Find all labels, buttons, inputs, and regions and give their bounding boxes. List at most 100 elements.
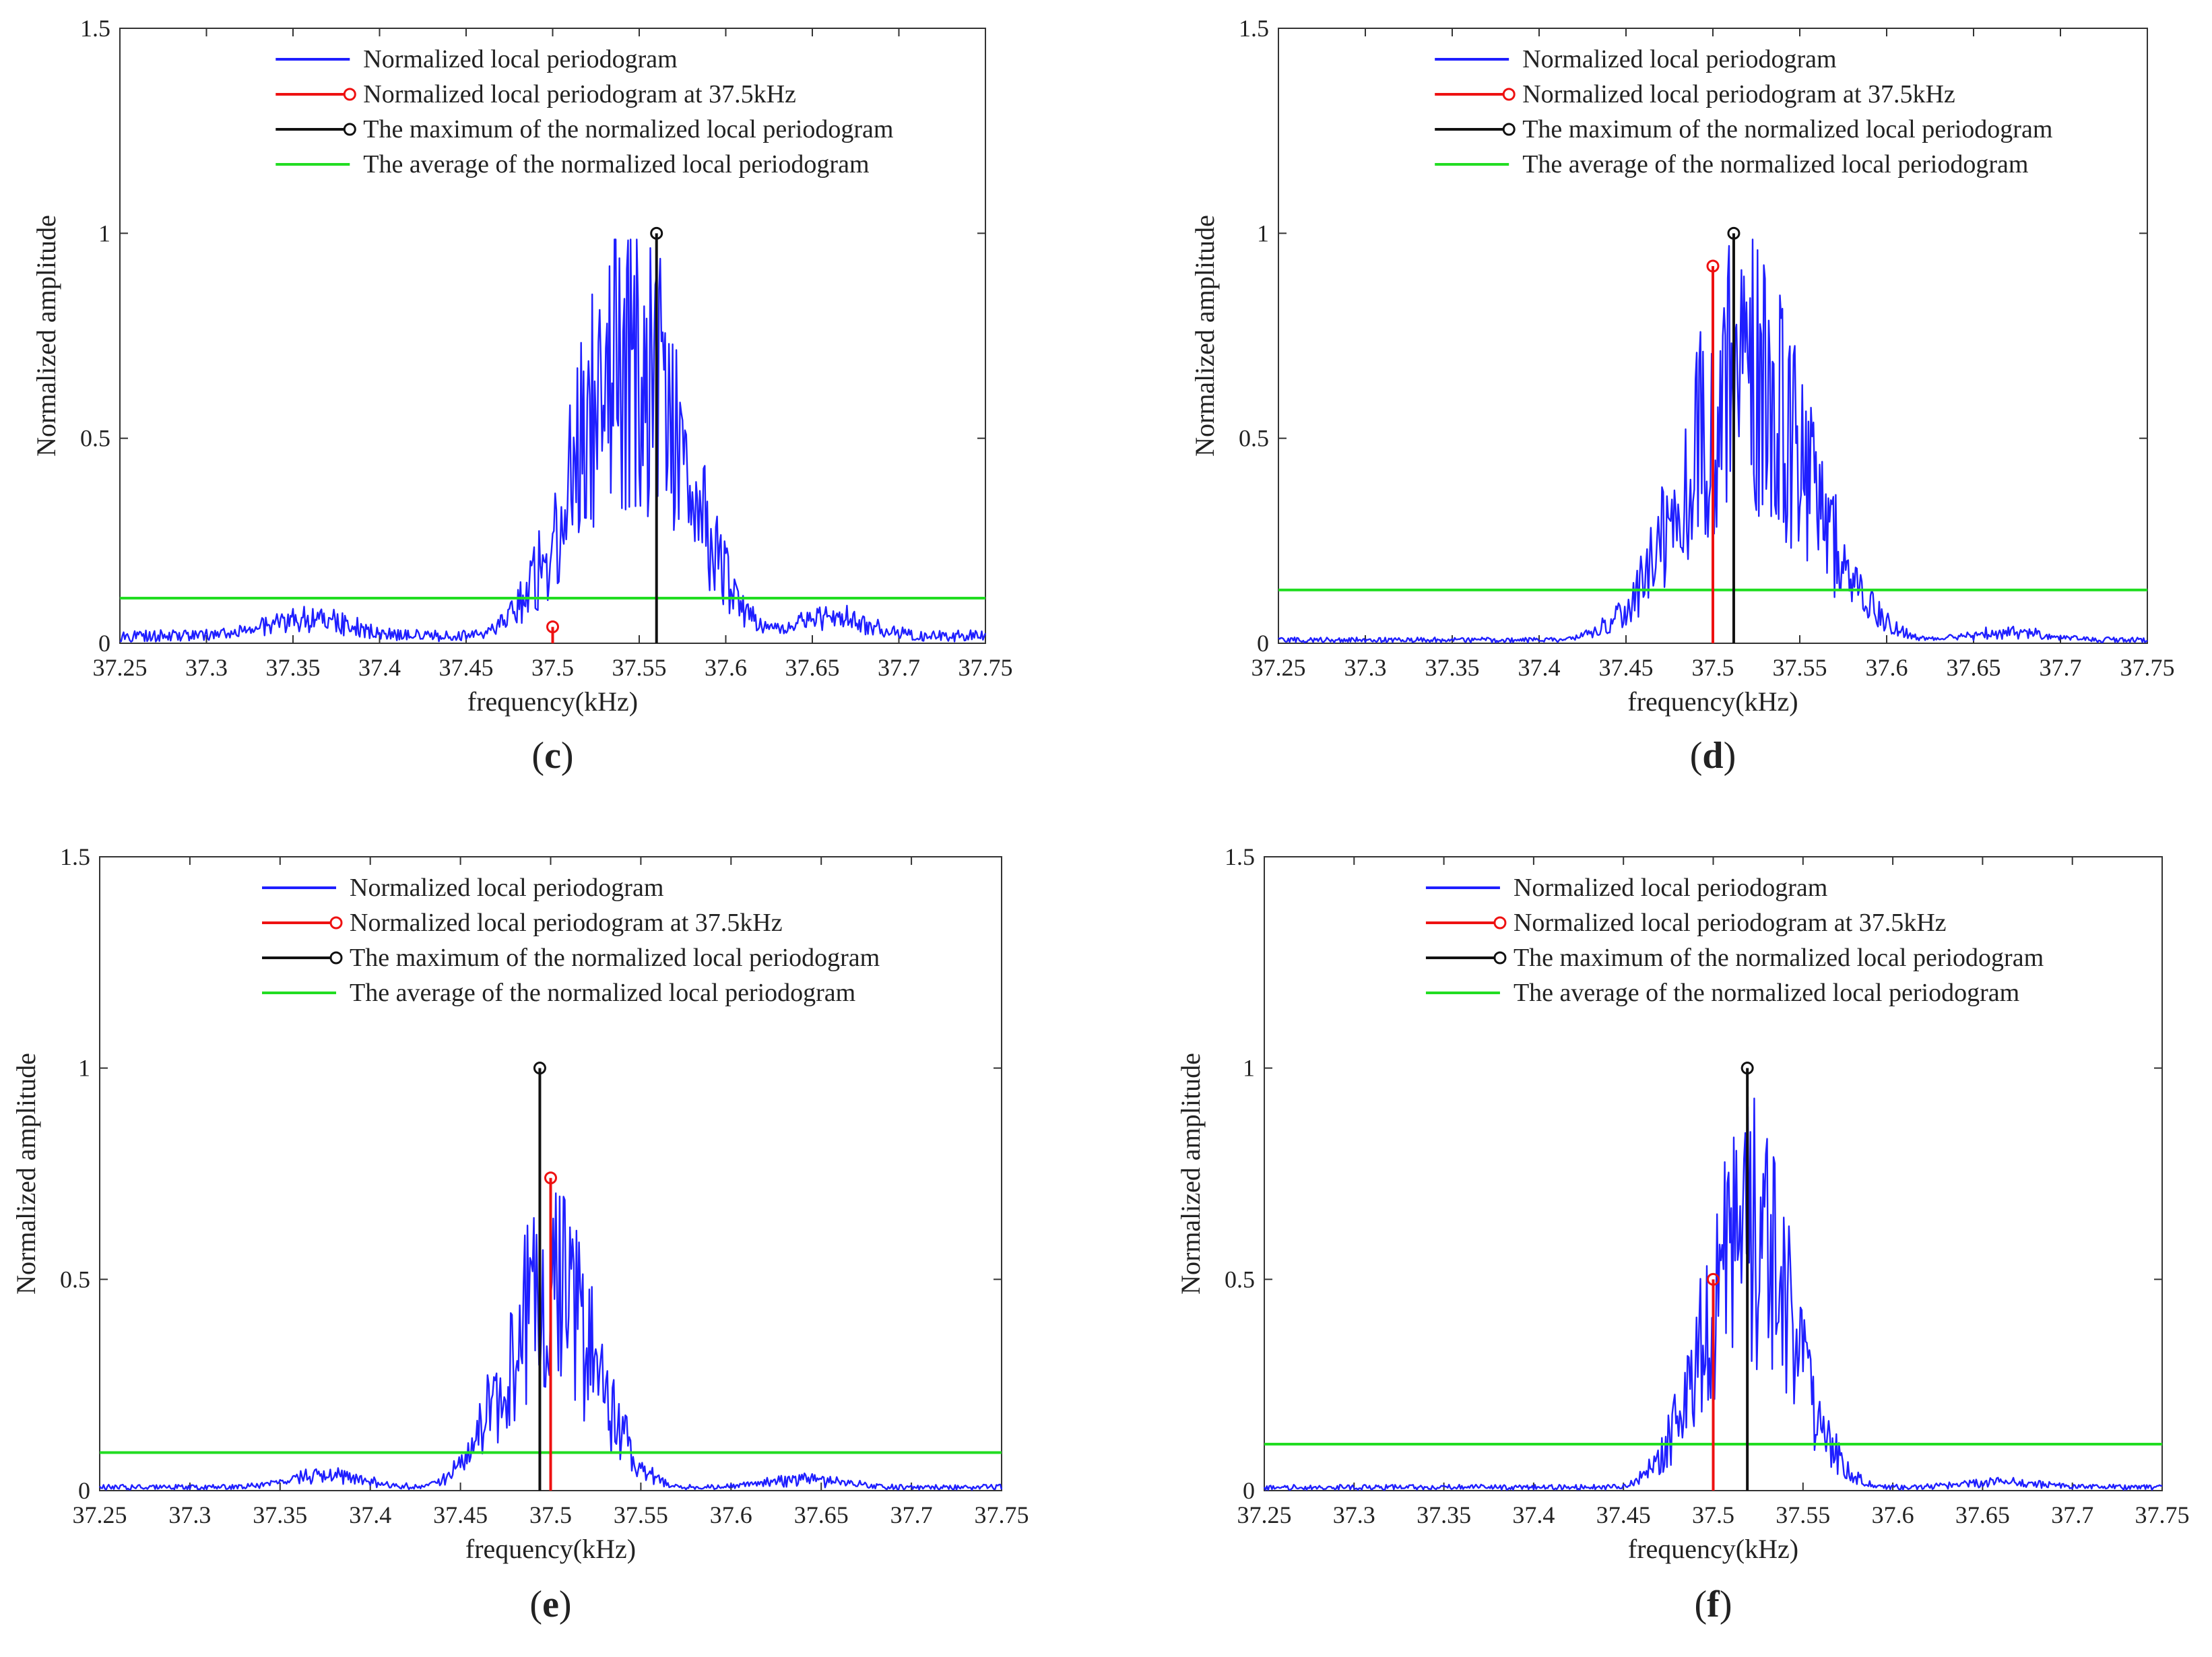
y-tick-label: 0 — [1243, 1477, 1255, 1504]
y-tick-label: 1 — [1257, 220, 1269, 247]
x-tick-label: 37.4 — [358, 654, 401, 681]
legend-marker-2 — [329, 916, 343, 930]
x-tick-label: 37.35 — [1425, 654, 1480, 681]
legend-label-1: Normalized local periodogram — [350, 874, 663, 902]
y-tick-label: 1.5 — [1239, 15, 1269, 42]
x-tick-label: 37.65 — [785, 654, 840, 681]
x-tick-label: 37.7 — [878, 654, 920, 681]
x-tick-label: 37.5 — [531, 654, 574, 681]
y-tick-label: 1.5 — [1225, 843, 1255, 870]
x-tick-label: 37.5 — [529, 1501, 572, 1528]
y-tick-label: 1 — [98, 220, 110, 247]
legend-label-2: Normalized local periodogram at 37.5kHz — [1514, 909, 1947, 937]
stem-37-5khz-marker — [544, 1171, 557, 1185]
x-tick-label: 37.55 — [1776, 1501, 1830, 1528]
x-tick-label: 37.55 — [612, 654, 667, 681]
y-axis-label: Normalized amplitude — [31, 215, 61, 457]
stem-maximum-marker — [533, 1062, 546, 1075]
y-tick-label: 0.5 — [60, 1266, 90, 1293]
x-tick-label: 37.55 — [1773, 654, 1827, 681]
stem-maximum-marker — [650, 226, 663, 240]
y-axis-label: Normalized amplitude — [1175, 1053, 1206, 1295]
x-tick-label: 37.6 — [1866, 654, 1908, 681]
legend-marker-3 — [1502, 123, 1516, 136]
y-tick-label: 1.5 — [80, 15, 110, 42]
y-tick-label: 1 — [1243, 1055, 1255, 1082]
legend-marker-3 — [1493, 951, 1507, 965]
stem-37-5khz-marker — [1706, 259, 1720, 273]
stem-maximum-marker — [1741, 1062, 1754, 1075]
legend-marker-2 — [1493, 916, 1507, 930]
x-axis-label: frequency(kHz) — [1627, 686, 1798, 717]
x-tick-label: 37.45 — [1599, 654, 1654, 681]
y-axis-label: Normalized amplitude — [1190, 215, 1220, 457]
panel-label: (f) — [1695, 1584, 1732, 1625]
y-tick-label: 1 — [78, 1055, 90, 1082]
legend-marker-3 — [343, 123, 356, 136]
y-tick-label: 0 — [1257, 630, 1269, 657]
legend-label-2: Normalized local periodogram at 37.5kHz — [350, 909, 783, 937]
legend-label-3: The maximum of the normalized local peri… — [1522, 115, 2052, 143]
x-tick-label: 37.45 — [439, 654, 494, 681]
x-tick-label: 37.5 — [1692, 654, 1734, 681]
legend-marker-2 — [343, 88, 356, 101]
legend-label-1: Normalized local periodogram — [1514, 874, 1827, 902]
x-tick-label: 37.25 — [93, 654, 148, 681]
x-tick-label: 37.65 — [1955, 1501, 2010, 1528]
stem-37-5khz-marker — [546, 620, 559, 634]
x-tick-label: 37.6 — [1872, 1501, 1914, 1528]
panel-label: (c) — [531, 735, 573, 777]
x-axis-label: frequency(kHz) — [465, 1534, 636, 1564]
x-tick-label: 37.7 — [2040, 654, 2082, 681]
x-axis-label: frequency(kHz) — [1628, 1534, 1798, 1564]
legend-label-1: Normalized local periodogram — [1522, 45, 1836, 73]
x-tick-label: 37.65 — [1947, 654, 2001, 681]
panel-label: (d) — [1690, 735, 1736, 777]
x-tick-label: 37.75 — [2120, 654, 2175, 681]
x-tick-label: 37.25 — [1237, 1501, 1292, 1528]
legend-label-4: The average of the normalized local peri… — [350, 979, 855, 1007]
x-tick-label: 37.6 — [705, 654, 747, 681]
x-tick-label: 37.35 — [266, 654, 321, 681]
x-tick-label: 37.35 — [1417, 1501, 1471, 1528]
legend-marker-3 — [329, 951, 343, 965]
x-tick-label: 37.45 — [1596, 1501, 1651, 1528]
chart-panel-f: 37.25 37.3 37.35 37.4 37.45 37.5 37.55 37.6 37.6… — [1175, 843, 2190, 1625]
legend-label-3: The maximum of the normalized local peri… — [350, 944, 880, 972]
legend-marker-2 — [1502, 88, 1516, 101]
x-tick-label: 37.4 — [1512, 1501, 1555, 1528]
y-axis-label: Normalized amplitude — [11, 1053, 41, 1295]
chart-panel-e: 37.25 37.3 37.35 37.4 37.45 37.5 37.55 37.6 37.6… — [11, 843, 1029, 1625]
panel-label: (e) — [529, 1584, 571, 1625]
legend-label-2: Normalized local periodogram at 37.5kHz — [363, 80, 796, 108]
legend-label-1: Normalized local periodogram — [363, 45, 677, 73]
legend-label-4: The average of the normalized local peri… — [363, 150, 869, 178]
x-tick-label: 37.25 — [1251, 654, 1306, 681]
chart-panel-c: 37.25 37.3 37.35 37.4 37.45 37.5 37.55 37.6 37.6… — [31, 15, 1013, 777]
x-axis-label: frequency(kHz) — [467, 686, 638, 717]
x-tick-label: 37.4 — [1518, 654, 1561, 681]
stem-maximum-marker — [1727, 226, 1741, 240]
x-tick-label: 37.25 — [73, 1501, 127, 1528]
y-tick-label: 0 — [98, 630, 110, 657]
x-tick-label: 37.7 — [890, 1501, 933, 1528]
x-tick-label: 37.3 — [1333, 1501, 1375, 1528]
x-tick-label: 37.45 — [433, 1501, 488, 1528]
x-tick-label: 37.7 — [2051, 1501, 2093, 1528]
chart-panel-d: 37.25 37.3 37.35 37.4 37.45 37.5 37.55 37.6 37.6… — [1190, 15, 2175, 777]
legend-label-4: The average of the normalized local peri… — [1514, 979, 2019, 1007]
x-tick-label: 37.75 — [958, 654, 1013, 681]
stem-37-5khz-marker — [1707, 1272, 1720, 1286]
legend-label-3: The maximum of the normalized local peri… — [1514, 944, 2044, 972]
y-tick-label: 0.5 — [1225, 1266, 1255, 1293]
legend-label-3: The maximum of the normalized local peri… — [363, 115, 893, 143]
x-tick-label: 37.5 — [1692, 1501, 1734, 1528]
legend-label-2: Normalized local periodogram at 37.5kHz — [1522, 80, 1955, 108]
x-tick-label: 37.75 — [975, 1501, 1029, 1528]
x-tick-label: 37.3 — [168, 1501, 211, 1528]
legend-label-4: The average of the normalized local peri… — [1522, 150, 2028, 178]
x-tick-label: 37.75 — [2135, 1501, 2190, 1528]
periodogram-series-line — [119, 238, 987, 643]
y-tick-label: 0 — [78, 1477, 90, 1504]
